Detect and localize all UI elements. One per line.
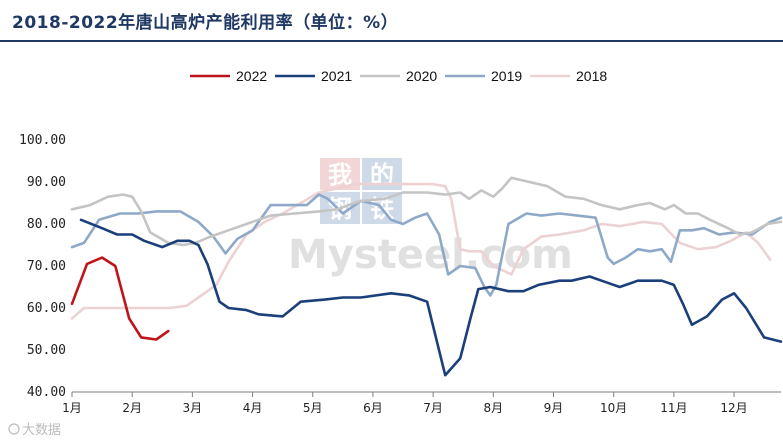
title-underline bbox=[0, 40, 783, 42]
footer-watermark-text: 大数据 bbox=[22, 423, 61, 438]
series-line-2021 bbox=[79, 218, 783, 377]
x-tick-label: 1月 bbox=[62, 401, 82, 415]
series-line-2018 bbox=[70, 182, 772, 320]
series-line-2019 bbox=[70, 193, 783, 297]
x-tick-label: 7月 bbox=[423, 401, 443, 415]
y-tick-label: 70.00 bbox=[27, 259, 66, 274]
legend-label-2020: 2020 bbox=[406, 68, 437, 84]
legend-label-2019: 2019 bbox=[491, 68, 522, 84]
series-line-2022 bbox=[70, 256, 170, 341]
legend-label-2021: 2021 bbox=[321, 68, 352, 84]
footer-logo-icon bbox=[8, 423, 20, 435]
watermark-char-1: 我 bbox=[328, 161, 352, 189]
watermark-brand-text: Mysteel.com bbox=[288, 232, 573, 278]
legend-label-2022: 2022 bbox=[236, 68, 267, 84]
y-tick-label: 60.00 bbox=[27, 301, 66, 316]
y-tick-label: 100.00 bbox=[19, 133, 66, 148]
x-tick-label: 2月 bbox=[122, 401, 142, 415]
x-tick-label: 6月 bbox=[363, 401, 383, 415]
x-tick-label: 5月 bbox=[303, 401, 323, 415]
y-tick-label: 80.00 bbox=[27, 217, 66, 232]
series-line-2020 bbox=[70, 176, 783, 247]
x-tick-label: 9月 bbox=[544, 401, 564, 415]
x-tick-label: 3月 bbox=[183, 401, 203, 415]
series-group bbox=[70, 176, 783, 377]
x-tick-label: 8月 bbox=[483, 401, 503, 415]
x-tick-label: 11月 bbox=[660, 401, 687, 415]
chart-title: 2018-2022年唐山高炉产能利用率（单位：%） bbox=[12, 13, 399, 33]
x-tick-label: 4月 bbox=[243, 401, 263, 415]
y-tick-label: 90.00 bbox=[27, 175, 66, 190]
legend: 2022 2021 2020 2019 2018 bbox=[190, 68, 607, 84]
legend-label-2018: 2018 bbox=[576, 68, 607, 84]
footer-watermark: 大数据 bbox=[8, 423, 61, 438]
y-tick-label: 40.00 bbox=[27, 385, 66, 400]
x-tick-label: 10月 bbox=[600, 401, 627, 415]
y-tick-label: 50.00 bbox=[27, 343, 66, 358]
x-tick-label: 12月 bbox=[720, 401, 747, 415]
